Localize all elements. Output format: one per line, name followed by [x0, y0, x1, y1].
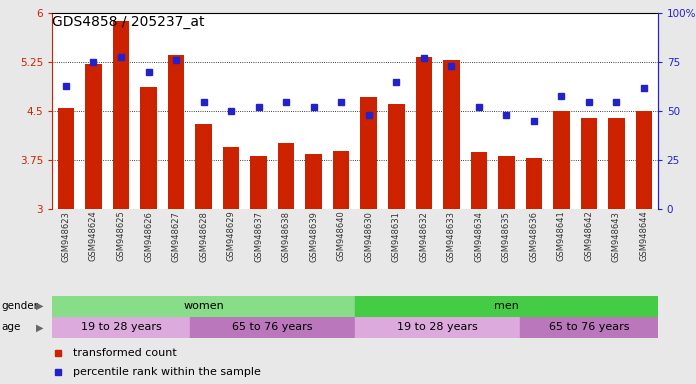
Text: transformed count: transformed count [73, 348, 177, 358]
Bar [52, 317, 190, 338]
Bar [52, 296, 355, 317]
Bar [333, 151, 349, 209]
Bar [355, 317, 520, 338]
Bar [355, 296, 658, 317]
Text: women: women [183, 301, 224, 311]
Bar [388, 104, 404, 209]
Text: 65 to 76 years: 65 to 76 years [548, 322, 629, 333]
Text: men: men [494, 301, 519, 311]
Bar [168, 55, 184, 209]
Bar [278, 143, 294, 209]
Bar [190, 317, 355, 338]
Bar [553, 111, 569, 209]
Bar [498, 156, 514, 209]
Bar [113, 21, 129, 209]
Bar [525, 158, 542, 209]
Bar [608, 118, 625, 209]
Bar [470, 152, 487, 209]
Bar [58, 108, 74, 209]
Bar [251, 156, 267, 209]
Bar [635, 111, 652, 209]
Bar [416, 56, 432, 209]
Text: percentile rank within the sample: percentile rank within the sample [73, 367, 261, 377]
Text: age: age [1, 322, 21, 333]
Text: gender: gender [1, 301, 38, 311]
Bar [443, 60, 459, 209]
Bar [306, 154, 322, 209]
Text: ▶: ▶ [36, 322, 44, 333]
Bar [85, 65, 102, 209]
Text: ▶: ▶ [36, 301, 44, 311]
Text: 19 to 28 years: 19 to 28 years [397, 322, 478, 333]
Bar [141, 87, 157, 209]
Text: 19 to 28 years: 19 to 28 years [81, 322, 161, 333]
Text: GDS4858 / 205237_at: GDS4858 / 205237_at [52, 15, 205, 29]
Bar [196, 124, 212, 209]
Text: 65 to 76 years: 65 to 76 years [232, 322, 313, 333]
Bar [520, 317, 658, 338]
Bar [361, 97, 377, 209]
Bar [223, 147, 239, 209]
Bar [580, 118, 597, 209]
